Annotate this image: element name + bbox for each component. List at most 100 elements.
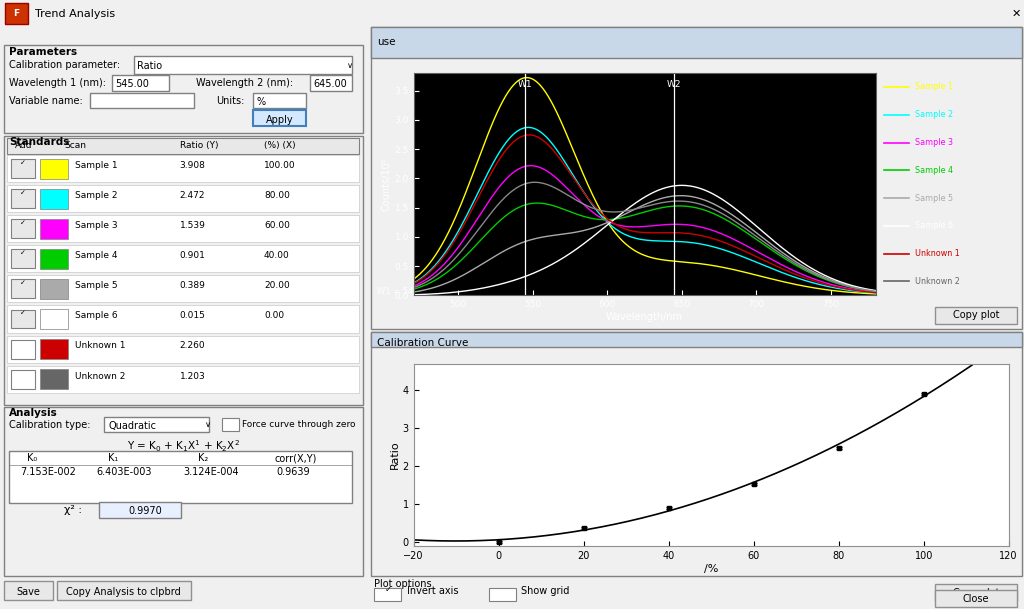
Text: Sample 2: Sample 2 [75, 191, 118, 200]
Text: ✓: ✓ [20, 280, 26, 286]
Text: χ² :: χ² : [65, 505, 82, 515]
Text: W1: W1 [518, 80, 532, 89]
FancyBboxPatch shape [7, 245, 359, 272]
Text: 1.539: 1.539 [179, 221, 206, 230]
Y-axis label: Counts/10⁵: Counts/10⁵ [382, 158, 392, 211]
Text: 100.00: 100.00 [264, 161, 296, 170]
FancyBboxPatch shape [40, 158, 68, 179]
Text: ✓: ✓ [20, 190, 26, 196]
Text: Calibration Curve: Calibration Curve [377, 338, 469, 348]
FancyBboxPatch shape [11, 280, 35, 298]
FancyBboxPatch shape [11, 249, 35, 269]
Text: Ratio: Ratio [137, 61, 163, 71]
FancyBboxPatch shape [99, 502, 181, 518]
FancyBboxPatch shape [11, 309, 35, 328]
Text: Variable name:: Variable name: [9, 96, 83, 106]
FancyBboxPatch shape [11, 219, 35, 238]
Text: Unknown 1: Unknown 1 [915, 249, 959, 258]
FancyBboxPatch shape [7, 275, 359, 303]
FancyBboxPatch shape [112, 76, 169, 91]
Text: Sample 4: Sample 4 [915, 166, 953, 175]
Text: corr(X,Y): corr(X,Y) [274, 453, 317, 463]
Text: Calibration type:: Calibration type: [9, 420, 91, 430]
Text: Save: Save [16, 587, 41, 597]
Text: Show grid: Show grid [521, 585, 569, 596]
FancyBboxPatch shape [7, 185, 359, 212]
Text: 1.203: 1.203 [179, 371, 206, 381]
FancyBboxPatch shape [5, 3, 28, 24]
Text: Wavelength 2 (nm):: Wavelength 2 (nm): [197, 79, 293, 88]
Text: W2: W2 [668, 80, 682, 89]
Text: 80.00: 80.00 [264, 191, 290, 200]
Text: 60.00: 60.00 [264, 221, 290, 230]
Text: F: F [13, 9, 19, 18]
FancyBboxPatch shape [935, 590, 1017, 607]
FancyBboxPatch shape [7, 306, 359, 333]
Text: 2.472: 2.472 [179, 191, 205, 200]
Text: K₂: K₂ [198, 453, 208, 463]
Text: Copy plot: Copy plot [952, 588, 999, 597]
FancyBboxPatch shape [11, 340, 35, 359]
FancyBboxPatch shape [4, 136, 362, 404]
FancyBboxPatch shape [7, 138, 359, 153]
Text: K₀: K₀ [28, 453, 38, 463]
Text: %: % [257, 97, 266, 107]
Text: Sample 3: Sample 3 [75, 221, 118, 230]
FancyBboxPatch shape [40, 339, 68, 359]
Y-axis label: Ratio: Ratio [390, 440, 399, 470]
Text: ✕: ✕ [1012, 9, 1021, 19]
Text: Scan: Scan [65, 141, 86, 150]
Text: Sample 4: Sample 4 [75, 252, 118, 260]
Text: 645.00: 645.00 [313, 79, 347, 90]
Text: Trend Analysis: Trend Analysis [35, 9, 115, 19]
FancyBboxPatch shape [7, 215, 359, 242]
FancyBboxPatch shape [371, 27, 1022, 57]
Text: Wavelength 1 (nm):: Wavelength 1 (nm): [9, 79, 106, 88]
Text: Sample 3: Sample 3 [915, 138, 953, 147]
Text: W1 = 545.00 nm, W2 = 645.00 nm: W1 = 545.00 nm, W2 = 645.00 nm [377, 287, 524, 296]
Text: ∨: ∨ [205, 420, 211, 429]
FancyBboxPatch shape [310, 76, 352, 91]
Text: (%) (X): (%) (X) [264, 141, 296, 150]
Text: 0.389: 0.389 [179, 281, 206, 290]
Text: Standards: Standards [9, 137, 70, 147]
Text: 545.00: 545.00 [116, 79, 150, 90]
Text: 0.9639: 0.9639 [276, 467, 310, 477]
Text: 6.403E-003: 6.403E-003 [96, 467, 152, 477]
Text: 0.9970: 0.9970 [128, 506, 162, 516]
Text: Ratio (Y): Ratio (Y) [179, 141, 218, 150]
Text: ✓: ✓ [20, 160, 26, 166]
Text: Invert axis: Invert axis [407, 585, 458, 596]
FancyBboxPatch shape [253, 93, 306, 108]
FancyBboxPatch shape [11, 189, 35, 208]
FancyBboxPatch shape [40, 189, 68, 209]
Text: Sample 1: Sample 1 [915, 82, 953, 91]
FancyBboxPatch shape [134, 57, 352, 74]
Text: 3.908: 3.908 [179, 161, 206, 170]
FancyBboxPatch shape [935, 307, 1017, 324]
Text: 2.260: 2.260 [179, 342, 205, 351]
FancyBboxPatch shape [371, 332, 1022, 576]
Text: Quadratic: Quadratic [109, 421, 156, 431]
Text: 40.00: 40.00 [264, 252, 290, 260]
Text: Y = K$_0$ + K$_1$X$^1$ + K$_2$X$^2$: Y = K$_0$ + K$_1$X$^1$ + K$_2$X$^2$ [127, 438, 240, 454]
FancyBboxPatch shape [7, 336, 359, 362]
Text: ✓: ✓ [20, 311, 26, 316]
FancyBboxPatch shape [371, 332, 1022, 347]
Text: ✓: ✓ [384, 585, 391, 594]
FancyBboxPatch shape [9, 451, 352, 503]
Text: 7.153E-002: 7.153E-002 [20, 467, 76, 477]
FancyBboxPatch shape [253, 110, 306, 126]
Text: Unknown 1: Unknown 1 [75, 342, 126, 351]
Text: use: use [377, 37, 395, 47]
FancyBboxPatch shape [90, 93, 195, 108]
Text: Add: Add [15, 141, 33, 150]
FancyBboxPatch shape [40, 309, 68, 329]
FancyBboxPatch shape [935, 584, 1017, 601]
Text: ∨: ∨ [346, 61, 352, 70]
Text: Units:: Units: [216, 96, 245, 106]
FancyBboxPatch shape [4, 581, 53, 600]
FancyBboxPatch shape [374, 588, 401, 601]
Text: 3.124E-004: 3.124E-004 [183, 467, 239, 477]
Text: Copy plot: Copy plot [952, 311, 999, 320]
